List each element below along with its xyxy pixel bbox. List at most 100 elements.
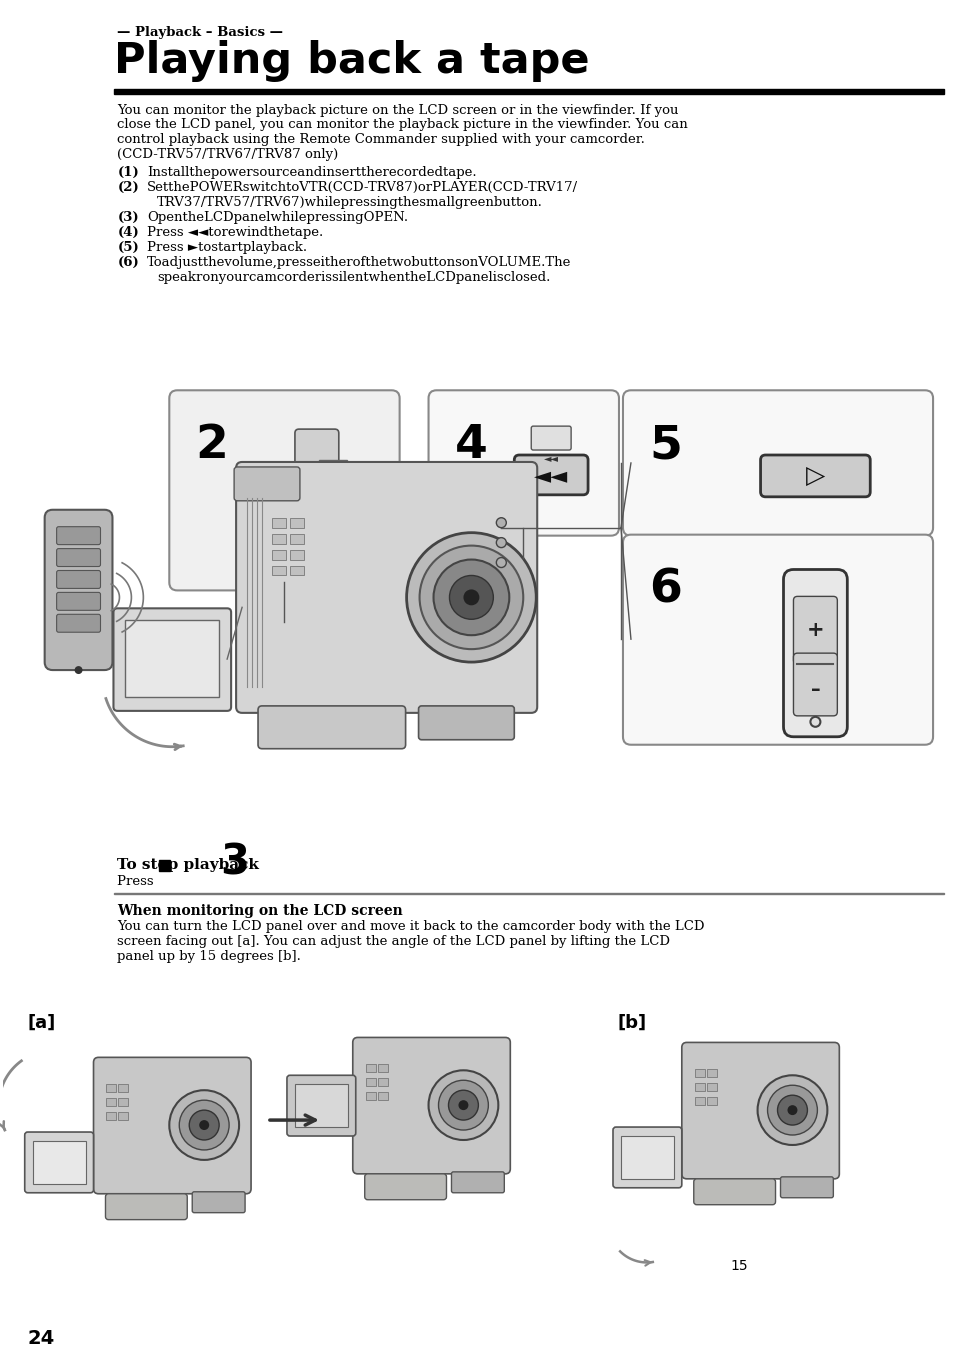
Circle shape	[179, 1101, 229, 1151]
Bar	[272, 549, 286, 560]
FancyBboxPatch shape	[793, 596, 837, 664]
FancyBboxPatch shape	[353, 1037, 510, 1174]
FancyBboxPatch shape	[56, 549, 100, 566]
FancyBboxPatch shape	[514, 456, 587, 495]
Text: screen facing out [a]. You can adjust the angle of the LCD panel by lifting the : screen facing out [a]. You can adjust th…	[117, 934, 670, 948]
FancyBboxPatch shape	[56, 614, 100, 633]
FancyBboxPatch shape	[793, 653, 837, 715]
Bar	[118, 1098, 129, 1106]
Bar	[377, 1079, 387, 1086]
Bar	[694, 1083, 704, 1091]
Text: To stop playback: To stop playback	[117, 859, 259, 872]
Text: [b]: [b]	[618, 1014, 646, 1032]
Bar	[114, 89, 943, 93]
Bar	[290, 534, 304, 544]
FancyBboxPatch shape	[25, 1132, 93, 1192]
Text: You can turn the LCD panel over and move it back to the camcorder body with the : You can turn the LCD panel over and move…	[117, 919, 704, 933]
Circle shape	[293, 529, 297, 533]
Bar	[694, 1069, 704, 1078]
Bar	[706, 1098, 716, 1105]
Circle shape	[448, 1090, 477, 1119]
Text: Playing back a tape: Playing back a tape	[114, 39, 590, 82]
Text: speakronyourcamcorderissilentwhentheLCDpanelisclosed.: speakronyourcamcorderissilentwhentheLCDp…	[157, 270, 550, 284]
Circle shape	[458, 1101, 468, 1110]
Bar	[294, 1084, 348, 1128]
Text: (3): (3)	[117, 211, 139, 224]
Text: (2): (2)	[117, 181, 139, 195]
Text: control playback using the Remote Commander supplied with your camcorder.: control playback using the Remote Comman…	[117, 134, 644, 146]
Text: ◄◄: ◄◄	[534, 466, 568, 485]
Circle shape	[809, 717, 820, 727]
FancyBboxPatch shape	[294, 429, 338, 531]
Bar	[620, 1136, 673, 1179]
FancyBboxPatch shape	[782, 569, 846, 737]
Bar	[125, 621, 219, 696]
Text: 4: 4	[454, 423, 487, 468]
FancyBboxPatch shape	[418, 706, 514, 740]
FancyBboxPatch shape	[780, 1176, 833, 1198]
Text: TRV37/TRV57/TRV67)whilepressingthesmallgreenbutton.: TRV37/TRV57/TRV67)whilepressingthesmallg…	[157, 196, 542, 210]
Circle shape	[433, 560, 509, 635]
Text: SetthePOWERswitchtoVTR(CCD-TRV87)orPLAYER(CCD-TRV17/: SetthePOWERswitchtoVTR(CCD-TRV87)orPLAYE…	[147, 181, 578, 195]
Bar	[159, 860, 171, 871]
FancyBboxPatch shape	[622, 534, 932, 745]
Circle shape	[406, 533, 536, 662]
Circle shape	[199, 1119, 209, 1130]
Text: ▷: ▷	[805, 464, 824, 488]
Text: +: +	[805, 621, 823, 641]
Text: Press ◄◄torewindthetape.: Press ◄◄torewindthetape.	[147, 226, 323, 239]
FancyBboxPatch shape	[287, 1075, 355, 1136]
Bar	[377, 1064, 387, 1072]
Circle shape	[463, 589, 479, 606]
FancyBboxPatch shape	[693, 1179, 775, 1205]
Bar	[694, 1098, 704, 1105]
Text: 24: 24	[28, 1329, 55, 1348]
Bar	[365, 1064, 375, 1072]
Circle shape	[786, 1105, 797, 1115]
Text: (1): (1)	[117, 166, 139, 180]
Circle shape	[419, 546, 522, 649]
FancyBboxPatch shape	[56, 571, 100, 588]
Bar	[118, 1113, 129, 1119]
Circle shape	[74, 667, 83, 675]
Text: (6): (6)	[117, 256, 139, 269]
FancyBboxPatch shape	[169, 391, 399, 591]
Text: close the LCD panel, you can monitor the playback picture in the viewfinder. You: close the LCD panel, you can monitor the…	[117, 119, 687, 131]
Text: OpentheLCDpanelwhilepressingOPEN.: OpentheLCDpanelwhilepressingOPEN.	[147, 211, 408, 224]
Circle shape	[189, 1110, 219, 1140]
Bar	[377, 1092, 387, 1101]
Text: 2: 2	[195, 423, 228, 468]
Text: [a]: [a]	[28, 1014, 56, 1032]
FancyBboxPatch shape	[613, 1128, 681, 1188]
Circle shape	[496, 557, 506, 568]
FancyBboxPatch shape	[531, 426, 571, 450]
FancyBboxPatch shape	[622, 391, 932, 535]
FancyBboxPatch shape	[364, 1174, 446, 1199]
Circle shape	[428, 1071, 497, 1140]
Bar	[118, 1084, 129, 1092]
Text: — Playback – Basics —: — Playback – Basics —	[117, 26, 283, 39]
Circle shape	[449, 576, 493, 619]
Bar	[32, 1141, 86, 1184]
Text: (4): (4)	[117, 226, 139, 239]
Bar	[107, 1098, 116, 1106]
Circle shape	[293, 515, 297, 521]
Circle shape	[767, 1086, 817, 1136]
Bar	[107, 1084, 116, 1092]
Bar	[272, 565, 286, 576]
Circle shape	[777, 1095, 806, 1125]
Bar	[318, 460, 347, 480]
FancyBboxPatch shape	[428, 391, 618, 535]
FancyBboxPatch shape	[113, 608, 231, 711]
Text: Toadjustthevolume,presseitherofthetwobuttonsonVOLUME.The: Toadjustthevolume,presseitherofthetwobut…	[147, 256, 571, 269]
Bar	[365, 1079, 375, 1086]
Text: Press ►tostartplayback.: Press ►tostartplayback.	[147, 241, 307, 254]
Text: ◄◄: ◄◄	[543, 453, 558, 462]
Circle shape	[438, 1080, 488, 1130]
FancyBboxPatch shape	[235, 462, 537, 713]
Bar	[298, 545, 354, 562]
Circle shape	[496, 518, 506, 527]
Bar	[290, 565, 304, 576]
FancyBboxPatch shape	[45, 510, 112, 671]
Text: When monitoring on the LCD screen: When monitoring on the LCD screen	[117, 904, 403, 918]
